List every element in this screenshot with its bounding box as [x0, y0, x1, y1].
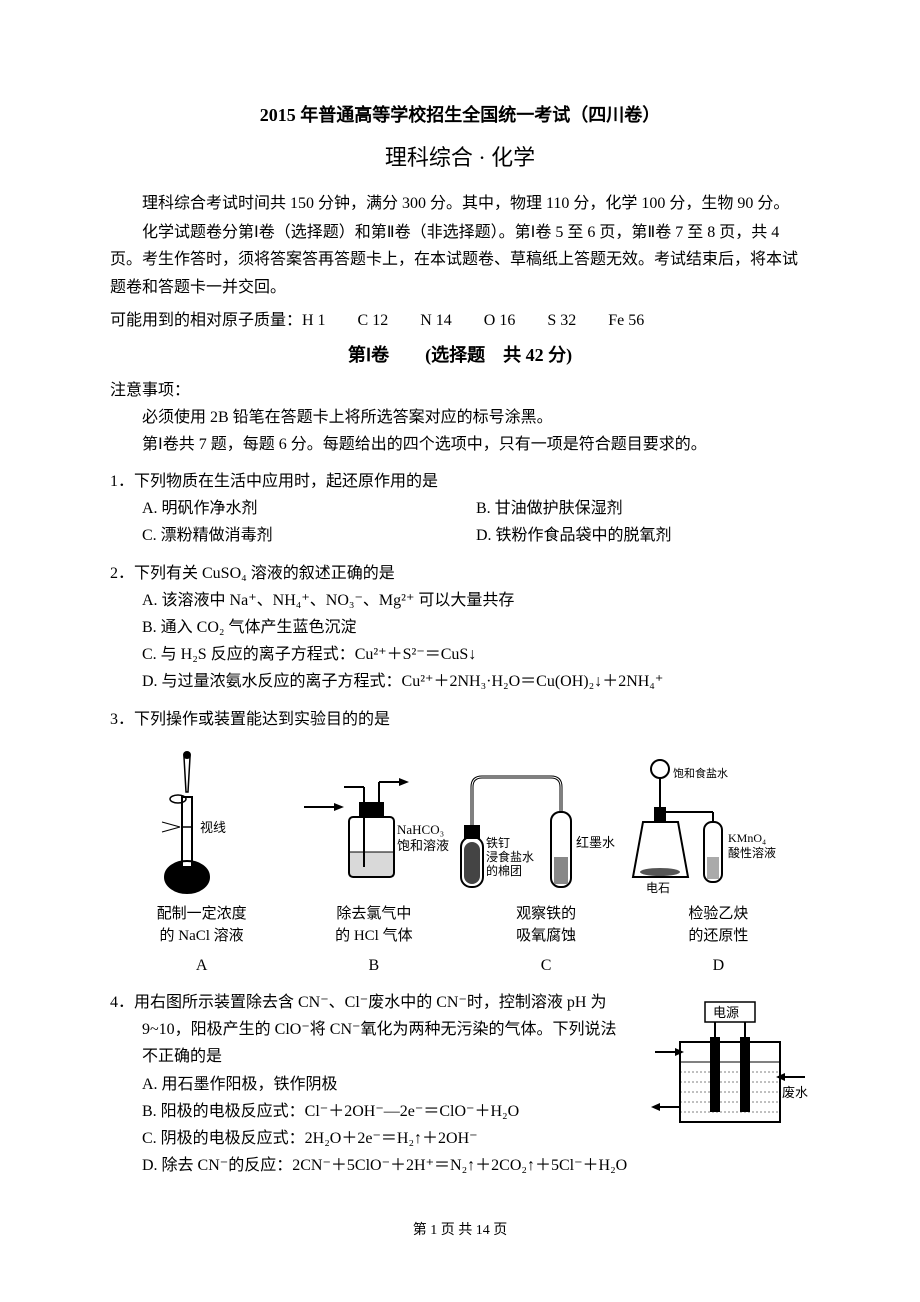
notice-p2: 第Ⅰ卷共 7 题，每题 6 分。每题给出的四个选项中，只有一项是符合题目要求的。 [110, 431, 810, 458]
q3-fig-a: 视线 配制一定浓度 的 NaCl 溶液 A [120, 747, 283, 979]
fig-d-label-carbide: 电石 [646, 881, 670, 895]
question-4: 4．用右图所示装置除去含 CN⁻、Cl⁻废水中的 CN⁻时，控制溶液 pH 为 … [110, 989, 810, 1179]
fig-d-label-kmno4-1: KMnO₄ [728, 831, 766, 845]
q1-opt-c: C. 漂粉精做消毒剂 [142, 522, 476, 549]
q3-figures: 视线 配制一定浓度 的 NaCl 溶液 A [110, 747, 810, 979]
question-3: 3．下列操作或装置能达到实验目的的是 视线 配制一定浓度 的 NaCl 溶液 A [110, 706, 810, 979]
q4-stem-2: 9~10，阳极产生的 ClO⁻将 CN⁻氧化为两种无污染的气体。下列说法 [110, 1016, 650, 1043]
q4-label-power: 电源 [713, 1005, 739, 1020]
page-footer: 第 1 页 共 14 页 [110, 1219, 810, 1243]
intro-p1: 理科综合考试时间共 150 分钟，满分 300 分。其中，物理 110 分，化学… [110, 190, 810, 217]
fig-d-label-kmno4-2: 酸性溶液 [728, 845, 776, 860]
q3-fig-d-letter: D [713, 952, 725, 979]
q4-stem-3: 不正确的是 [110, 1043, 650, 1070]
exam-main-title: 2015 年普通高等学校招生全国统一考试（四川卷） [110, 100, 810, 131]
notice-label: 注意事项： [110, 377, 810, 404]
q1-stem: 1．下列物质在生活中应用时，起还原作用的是 [110, 468, 810, 495]
fig-c-label-cotton2: 的棉团 [486, 863, 522, 878]
q1-opt-b: B. 甘油做护肤保湿剂 [476, 495, 810, 522]
q3-fig-d: 饱和食盐水 电石 KMnO₄ 酸性溶液 检验乙炔 的还原性 D [637, 747, 800, 979]
q4-stem-1: 4．用右图所示装置除去含 CN⁻、Cl⁻废水中的 CN⁻时，控制溶液 pH 为 [110, 989, 650, 1016]
q2-opt-a: A. 该溶液中 Na⁺、NH₄⁺、NO₃⁻、Mg²⁺ 可以大量共存 [142, 587, 810, 614]
q2-opt-b: B. 通入 CO₂ 气体产生蓝色沉淀 [142, 614, 810, 641]
q1-opt-a: A. 明矾作净水剂 [142, 495, 476, 522]
q3-fig-a-caption: 配制一定浓度 的 NaCl 溶液 [157, 903, 247, 948]
gas-washing-bottle-diagram-icon: NaHCO₃ 饱和溶液 [299, 747, 449, 897]
q1-opt-d: D. 铁粉作食品袋中的脱氧剂 [476, 522, 810, 549]
electrolysis-cell-icon: 电源 废水 [650, 997, 810, 1137]
fig-b-label1: NaHCO₃ [397, 822, 444, 837]
q4-opt-d: D. 除去 CN⁻的反应：2CN⁻＋5ClO⁻＋2H⁺＝N₂↑＋2CO₂↑＋5C… [142, 1152, 650, 1179]
volumetric-flask-diagram-icon: 视线 [142, 747, 262, 897]
exam-subtitle: 理科综合 · 化学 [110, 139, 810, 176]
fig-b-label2: 饱和溶液 [397, 838, 449, 853]
q4-opt-b: B. 阳极的电极反应式：Cl⁻＋2OH⁻—2e⁻＝ClO⁻＋H₂O [142, 1098, 650, 1125]
q2-opt-c: C. 与 H₂S 反应的离子方程式：Cu²⁺＋S²⁻＝CuS↓ [142, 641, 810, 668]
q3-stem: 3．下列操作或装置能达到实验目的的是 [110, 706, 810, 733]
fig-c-label-ink: 红墨水 [576, 835, 615, 850]
notice-p1: 必须使用 2B 铅笔在答题卡上将所选答案对应的标号涂黑。 [110, 404, 810, 431]
q3-fig-b-letter: B [369, 952, 380, 979]
fig-c-label-nail: 铁钉 [486, 836, 510, 850]
question-1: 1．下列物质在生活中应用时，起还原作用的是 A. 明矾作净水剂 B. 甘油做护肤… [110, 468, 810, 550]
q4-label-waste: 废水 [782, 1085, 808, 1100]
q3-fig-a-letter: A [196, 952, 208, 979]
q4-opt-c: C. 阴极的电极反应式：2H₂O＋2e⁻＝H₂↑＋2OH⁻ [142, 1125, 650, 1152]
q3-fig-c-letter: C [541, 952, 552, 979]
acetylene-diagram-icon: 饱和食盐水 电石 KMnO₄ 酸性溶液 [618, 747, 818, 897]
fig-c-label-cotton: 浸食盐水 [486, 849, 534, 864]
fig-a-label-sight: 视线 [200, 820, 226, 835]
section-1-title: 第Ⅰ卷 (选择题 共 42 分) [110, 340, 810, 371]
atomic-masses: 可能用到的相对原子质量：H 1 C 12 N 14 O 16 S 32 Fe 5… [110, 307, 810, 334]
q4-opt-a: A. 用石墨作阳极，铁作阴极 [142, 1071, 650, 1098]
q2-opt-d: D. 与过量浓氨水反应的离子方程式：Cu²⁺＋2NH₃·H₂O＝Cu(OH)₂↓… [142, 668, 810, 695]
q3-fig-d-caption: 检验乙炔 的还原性 [688, 903, 748, 948]
intro-p2: 化学试题卷分第Ⅰ卷（选择题）和第Ⅱ卷（非选择题）。第Ⅰ卷 5 至 6 页，第Ⅱ卷… [110, 219, 810, 301]
q3-fig-c: 铁钉 浸食盐水 的棉团 红墨水 观察铁的 吸氧腐蚀 C [465, 747, 628, 979]
q3-fig-b-caption: 除去氯气中 的 HCl 气体 [335, 903, 413, 948]
fig-d-label-brine: 饱和食盐水 [673, 766, 728, 780]
question-2: 2．下列有关 CuSO₄ 溶液的叙述正确的是 A. 该溶液中 Na⁺、NH₄⁺、… [110, 560, 810, 696]
iron-corrosion-diagram-icon: 铁钉 浸食盐水 的棉团 红墨水 [451, 747, 641, 897]
q4-electrolysis-diagram: 电源 废水 [650, 989, 810, 1179]
q2-stem: 2．下列有关 CuSO₄ 溶液的叙述正确的是 [110, 560, 810, 587]
q3-fig-b: NaHCO₃ 饱和溶液 除去氯气中 的 HCl 气体 B [292, 747, 455, 979]
q3-fig-c-caption: 观察铁的 吸氧腐蚀 [516, 903, 576, 948]
